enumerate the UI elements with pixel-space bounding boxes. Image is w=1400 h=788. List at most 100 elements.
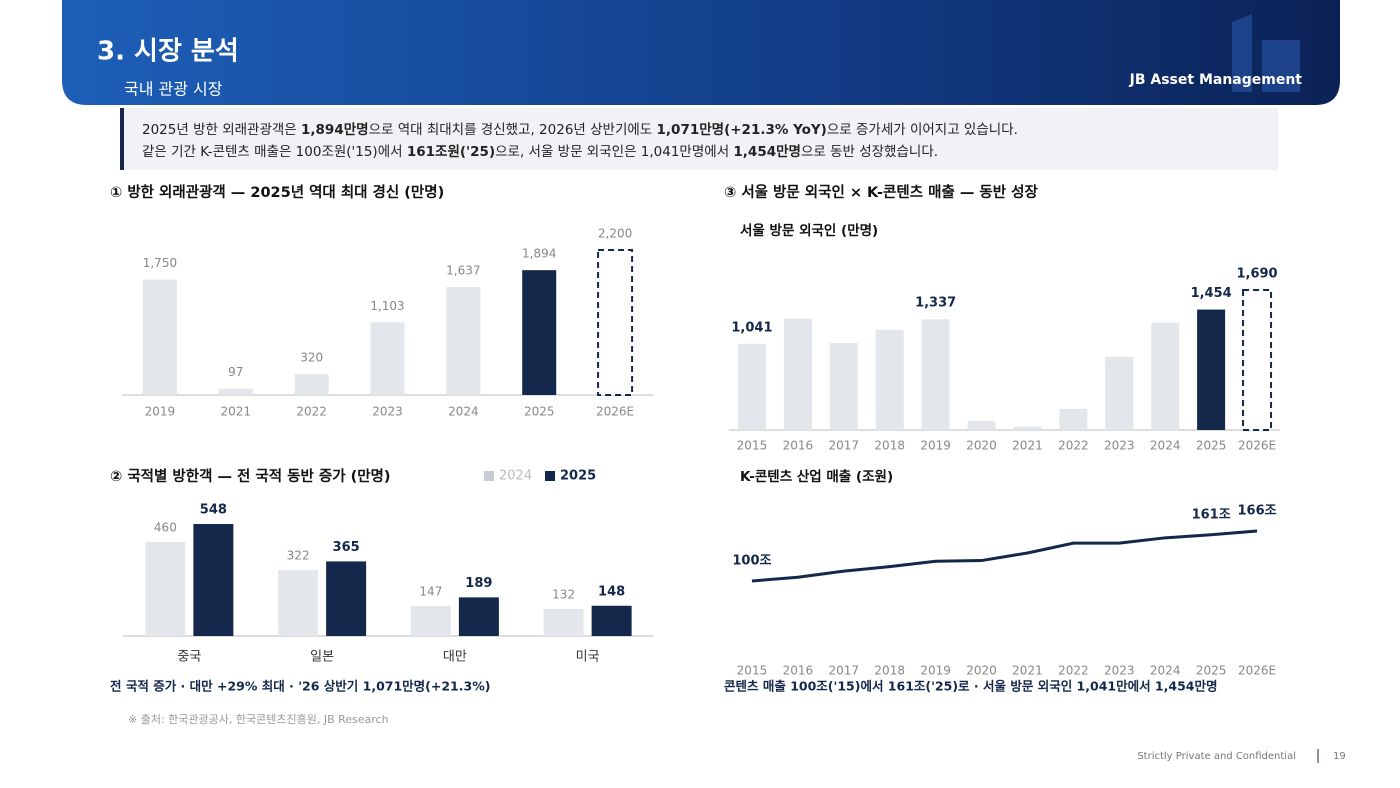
legend-swatch (484, 471, 494, 481)
page-number: 19 (1333, 751, 1346, 762)
bar (597, 249, 634, 396)
chart-note: 콘텐츠 매출 100조('15)에서 161조('25)로 · 서울 방문 외국… (724, 679, 1217, 694)
x-tick-label: 2024 (448, 405, 479, 419)
bar (193, 524, 234, 636)
summary-segment: 161조원('25) (407, 144, 495, 160)
summary-segment: 1,454만명 (733, 143, 801, 160)
value-label: 1,750 (143, 256, 177, 270)
summary-segment: 으로 증가세가 이어지고 있습니다. (827, 122, 1018, 138)
bar (294, 373, 329, 395)
bar (326, 561, 367, 636)
x-tick-label: 2026E (596, 405, 634, 419)
page-subtitle: 국내 관광 시장 (124, 80, 223, 99)
value-label: 166조 (1237, 504, 1276, 519)
chart-note: 전 국적 증가 · 대만 +29% 최대 · '26 상반기 1,071만명(+… (110, 679, 490, 694)
value-label: 460 (154, 520, 177, 534)
page-title: 3. 시장 분석 (97, 37, 239, 67)
chart-title: ① 방한 외래관광객 — 2025년 역대 최대 경신 (만명) (110, 183, 444, 201)
value-label: 1,103 (370, 299, 404, 313)
value-label: 1,637 (446, 264, 480, 278)
header-band (62, 0, 1340, 105)
chart-title: ② 국적별 방한객 — 전 국적 동반 증가 (만명) (110, 467, 391, 485)
value-label: 1,690 (1236, 267, 1277, 282)
summary-box (120, 108, 1278, 170)
x-tick-label: 2018 (874, 664, 905, 678)
bar (1059, 408, 1088, 430)
x-tick-label: 2016 (783, 664, 814, 678)
value-label: 132 (552, 588, 575, 602)
value-label: 2,200 (598, 227, 632, 241)
x-tick-label: 중국 (177, 650, 201, 665)
x-tick-label: 2015 (737, 439, 768, 453)
x-tick-label: 2025 (524, 405, 555, 419)
value-label: 1,454 (1191, 286, 1232, 301)
footer-text: Strictly Private and Confidential (1137, 751, 1296, 762)
x-tick-label: 2024 (1150, 664, 1181, 678)
bar (145, 541, 186, 636)
section-title: ③ 서울 방문 외국인 × K-콘텐츠 매출 — 동반 성장 (724, 183, 1038, 201)
x-tick-label: 2021 (1012, 439, 1043, 453)
bar (875, 329, 904, 430)
value-label: 320 (300, 350, 323, 364)
x-tick-label: 2025 (1196, 664, 1227, 678)
bar (737, 343, 766, 430)
value-label: 1,337 (915, 296, 956, 311)
value-label: 189 (465, 576, 492, 591)
x-tick-label: 대만 (443, 650, 467, 665)
value-label: 322 (287, 549, 310, 563)
summary-bar (120, 108, 124, 170)
chart-title: K-콘텐츠 산업 매출 (조원) (740, 468, 893, 485)
bar (218, 388, 253, 395)
x-tick-label: 2015 (737, 664, 768, 678)
bar (921, 319, 950, 430)
bar (1105, 356, 1134, 430)
x-tick-label: 미국 (576, 650, 600, 665)
x-tick-label: 2019 (920, 664, 951, 678)
summary-segment: 으로 동반 성장했습니다. (801, 144, 938, 160)
x-tick-label: 2022 (1058, 439, 1089, 453)
x-tick-label: 일본 (310, 650, 334, 665)
x-tick-label: 2021 (221, 405, 252, 419)
bar (278, 570, 319, 636)
bar (967, 420, 996, 430)
value-label: 97 (228, 365, 243, 379)
value-label: 1,041 (731, 320, 772, 335)
bar (1013, 426, 1042, 430)
bar (543, 609, 584, 636)
x-tick-label: 2017 (829, 439, 860, 453)
bar (458, 597, 499, 636)
legend-label: 2024 (499, 469, 532, 484)
summary-segment: 1,894만명 (301, 121, 369, 138)
brand: JB Asset Management (1129, 72, 1303, 88)
logo-shape (1232, 14, 1300, 92)
x-tick-label: 2023 (1104, 664, 1135, 678)
summary-segment: 1,071만명(+21.3% YoY) (657, 121, 827, 138)
x-tick-label: 2024 (1150, 439, 1181, 453)
bar (783, 318, 812, 430)
line (751, 529, 1258, 583)
x-tick-label: 2021 (1012, 664, 1043, 678)
bar (591, 605, 632, 636)
summary-segment: 으로, 서울 방문 외국인은 1,041만명에서 (495, 144, 733, 160)
x-tick-label: 2017 (829, 664, 860, 678)
x-tick-label: 2025 (1196, 439, 1227, 453)
summary-segment: 같은 기간 K-콘텐츠 매출은 100조원('15)에서 (142, 144, 407, 160)
bar (522, 270, 557, 395)
x-tick-label: 2019 (145, 405, 176, 419)
summary-segment: 으로 역대 최대치를 경신했고, 2026년 상반기에도 (369, 122, 657, 138)
x-tick-label: 2019 (920, 439, 951, 453)
value-label: 148 (598, 584, 625, 599)
x-tick-label: 2026E (1238, 439, 1276, 453)
bar (410, 605, 451, 636)
legend-swatch (545, 471, 555, 481)
bar (370, 322, 405, 395)
x-tick-label: 2023 (372, 405, 403, 419)
bar (1242, 289, 1273, 431)
legend-label: 2025 (560, 469, 596, 484)
summary-segment: 2025년 방한 외래관광객은 (142, 122, 301, 138)
bar (829, 343, 858, 430)
x-tick-label: 2016 (783, 439, 814, 453)
x-tick-label: 2020 (966, 439, 997, 453)
bar (1151, 322, 1180, 430)
